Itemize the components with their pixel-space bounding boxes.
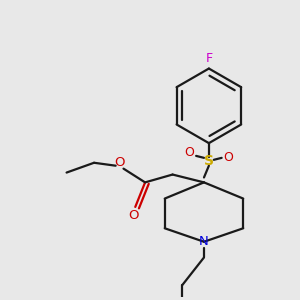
Text: O: O [128,209,139,222]
Text: F: F [205,52,212,65]
Text: O: O [184,146,194,159]
Text: O: O [114,156,125,169]
Text: N: N [199,235,209,248]
Text: O: O [224,152,233,164]
Text: S: S [204,154,214,168]
